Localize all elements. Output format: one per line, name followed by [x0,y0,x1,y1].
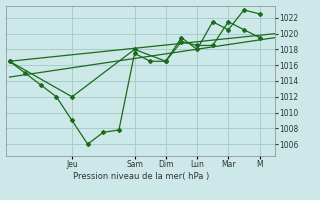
X-axis label: Pression niveau de la mer( hPa ): Pression niveau de la mer( hPa ) [73,172,209,181]
